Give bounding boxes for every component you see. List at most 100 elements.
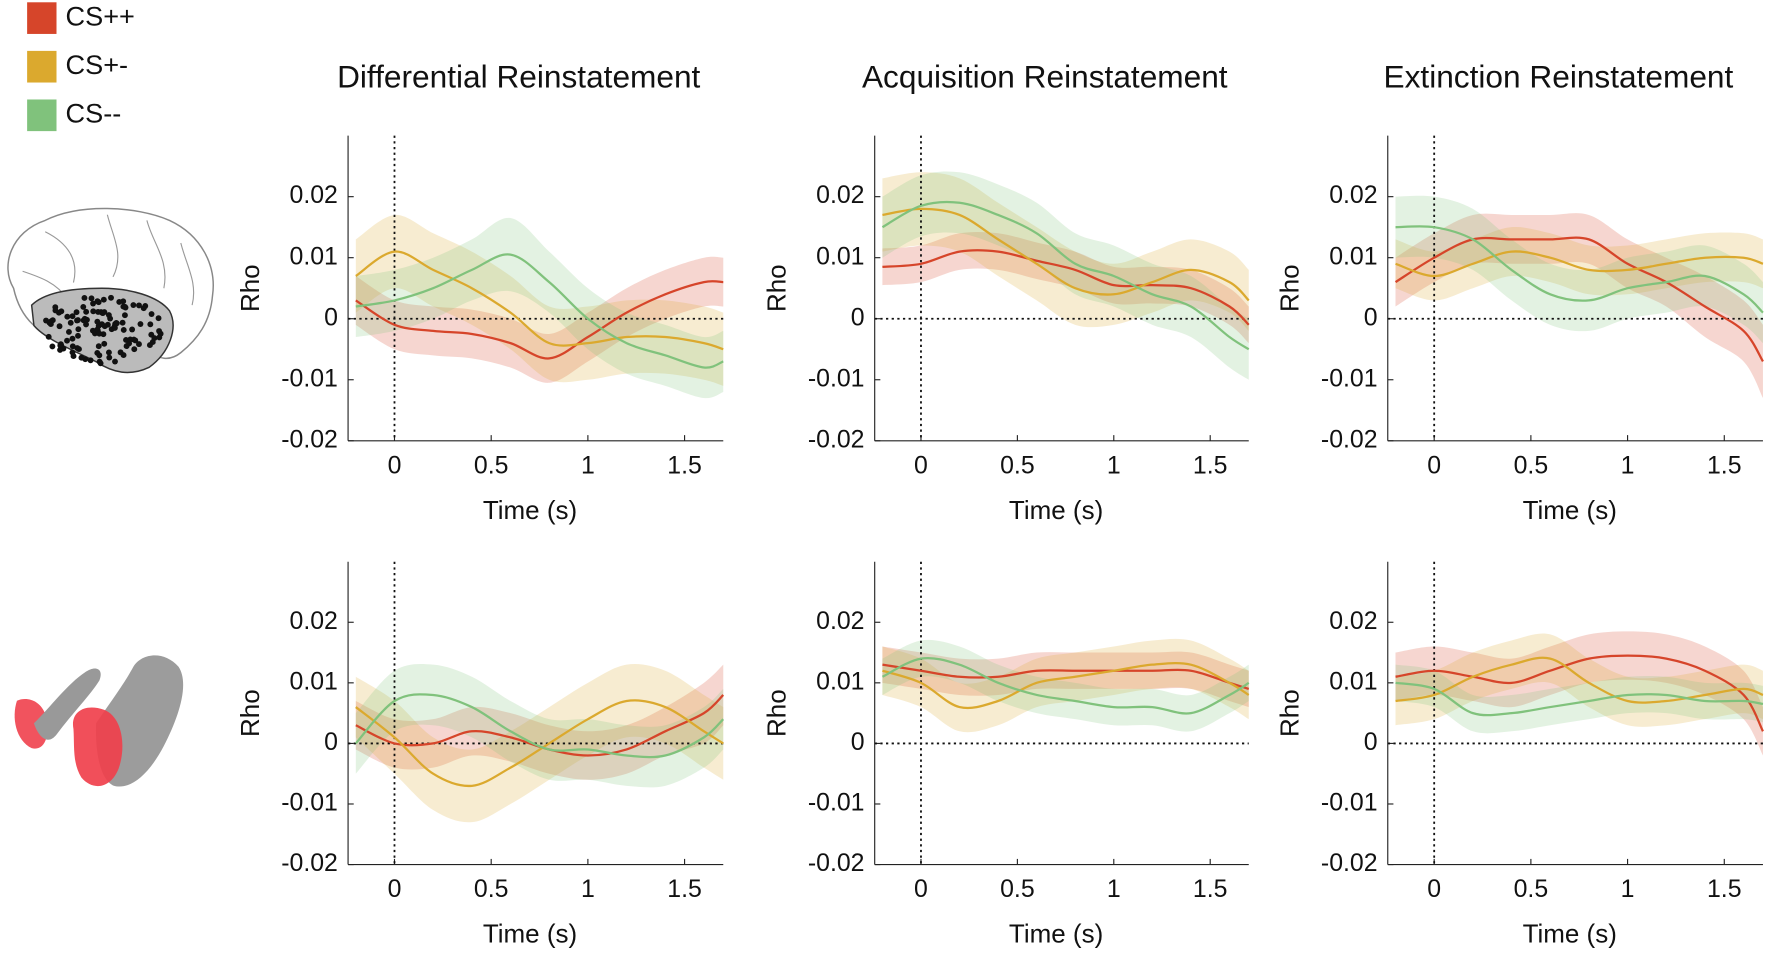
series-line <box>1394 236 1764 363</box>
panel: Differential Reinstatement Rho Time (s) -0.… <box>235 58 724 525</box>
brain-sulci <box>22 214 195 306</box>
amygdala-right <box>72 707 123 787</box>
error-band <box>355 214 724 386</box>
y-tick-label: -0.01 <box>281 364 338 392</box>
x-axis-label: Time (s) <box>1009 495 1103 525</box>
electrode <box>101 323 108 330</box>
x-tick-label: 1.5 <box>1707 875 1742 903</box>
series-line <box>882 663 1250 690</box>
electrode <box>83 308 90 315</box>
y-tick-label: 0 <box>851 303 865 331</box>
error-band <box>355 256 724 383</box>
legend-label: CS-- <box>66 97 122 128</box>
electrode <box>147 321 154 328</box>
electrode <box>66 328 72 335</box>
electrode <box>74 345 81 352</box>
electrode <box>67 319 74 326</box>
x-tick-label: 0.5 <box>474 875 509 903</box>
electrode <box>69 313 76 320</box>
electrode <box>78 354 85 361</box>
electrode <box>105 312 112 318</box>
electrode <box>108 294 114 301</box>
x-tick-label: 0 <box>914 451 928 479</box>
amygdala-left <box>14 699 48 749</box>
electrode <box>75 317 81 323</box>
series-line <box>355 253 724 369</box>
electrode <box>136 341 142 348</box>
electrode <box>81 295 88 301</box>
legend-label: CS++ <box>66 0 135 31</box>
y-tick-label: -0.02 <box>808 425 865 453</box>
electrode <box>136 302 142 309</box>
y-tick-label: 0.02 <box>816 181 864 209</box>
chart-title: Extinction Reinstatement <box>1384 58 1734 94</box>
electrode <box>111 324 118 331</box>
electrode <box>113 319 120 326</box>
brain-illustration <box>7 207 214 787</box>
series-line <box>1395 681 1764 717</box>
series-line <box>354 693 725 759</box>
y-tick-label: 0.01 <box>816 242 864 270</box>
series-line <box>881 656 1250 715</box>
y-axis-label: Rho <box>235 689 265 737</box>
x-tick-label: 1.5 <box>1707 451 1742 479</box>
x-tick-label: 0 <box>914 875 928 903</box>
x-tick-label: 0 <box>388 875 402 903</box>
error-band <box>882 231 1249 344</box>
x-tick-label: 0 <box>388 451 402 479</box>
error-band <box>882 638 1249 733</box>
electrode <box>131 346 138 353</box>
y-tick-label: 0 <box>851 728 865 756</box>
x-tick-label: 0 <box>1427 875 1441 903</box>
electrode <box>137 321 144 327</box>
x-tick-label: 0.5 <box>1000 451 1035 479</box>
x-tick-label: 1 <box>581 875 595 903</box>
electrode <box>56 323 63 330</box>
electrode <box>87 357 94 364</box>
temporal-lobe <box>30 287 174 374</box>
x-tick-label: 1 <box>1107 875 1121 903</box>
x-tick-label: 1.5 <box>1193 451 1228 479</box>
electrode <box>81 315 88 322</box>
legend-swatch <box>27 99 57 132</box>
x-axis-label: Time (s) <box>483 495 577 525</box>
electrode <box>96 352 103 359</box>
legend-swatch <box>27 2 57 34</box>
y-tick-label: 0.01 <box>1329 242 1377 270</box>
y-axis-label: Rho <box>1275 264 1305 312</box>
series-line <box>355 699 724 788</box>
y-axis-label: Rho <box>1275 689 1305 737</box>
electrode <box>156 328 162 334</box>
y-tick-label: -0.02 <box>808 849 865 877</box>
x-tick-label: 1 <box>1621 451 1635 479</box>
y-tick-label: 0.02 <box>1329 607 1377 635</box>
electrode <box>89 327 96 334</box>
y-tick-label: -0.01 <box>1321 789 1378 817</box>
legend-swatch <box>27 50 57 83</box>
x-tick-label: 1 <box>1107 451 1121 479</box>
y-tick-label: 0.02 <box>1329 181 1377 209</box>
electrode <box>83 321 89 328</box>
y-tick-label: 0.02 <box>290 181 338 209</box>
error-band <box>355 664 724 780</box>
electrode <box>95 343 102 350</box>
y-axis-label: Rho <box>235 264 265 312</box>
y-tick-label: 0.01 <box>1329 667 1377 695</box>
x-tick-label: 0 <box>1427 451 1441 479</box>
hippocampus-left <box>33 668 101 740</box>
electrode <box>116 299 123 305</box>
series-line <box>881 200 1250 351</box>
y-tick-label: -0.02 <box>281 849 338 877</box>
x-tick-label: 0.5 <box>1514 451 1549 479</box>
y-tick-label: 0.01 <box>816 667 864 695</box>
electrode <box>97 360 104 367</box>
electrode <box>69 343 76 350</box>
electrode <box>52 307 59 314</box>
error-band <box>355 664 724 823</box>
x-axis-label: Time (s) <box>1523 495 1617 525</box>
error-band <box>355 217 724 399</box>
x-tick-label: 1.5 <box>1193 875 1228 903</box>
electrode <box>88 295 95 302</box>
x-axis-label: Time (s) <box>483 919 577 949</box>
electrode <box>99 310 106 317</box>
